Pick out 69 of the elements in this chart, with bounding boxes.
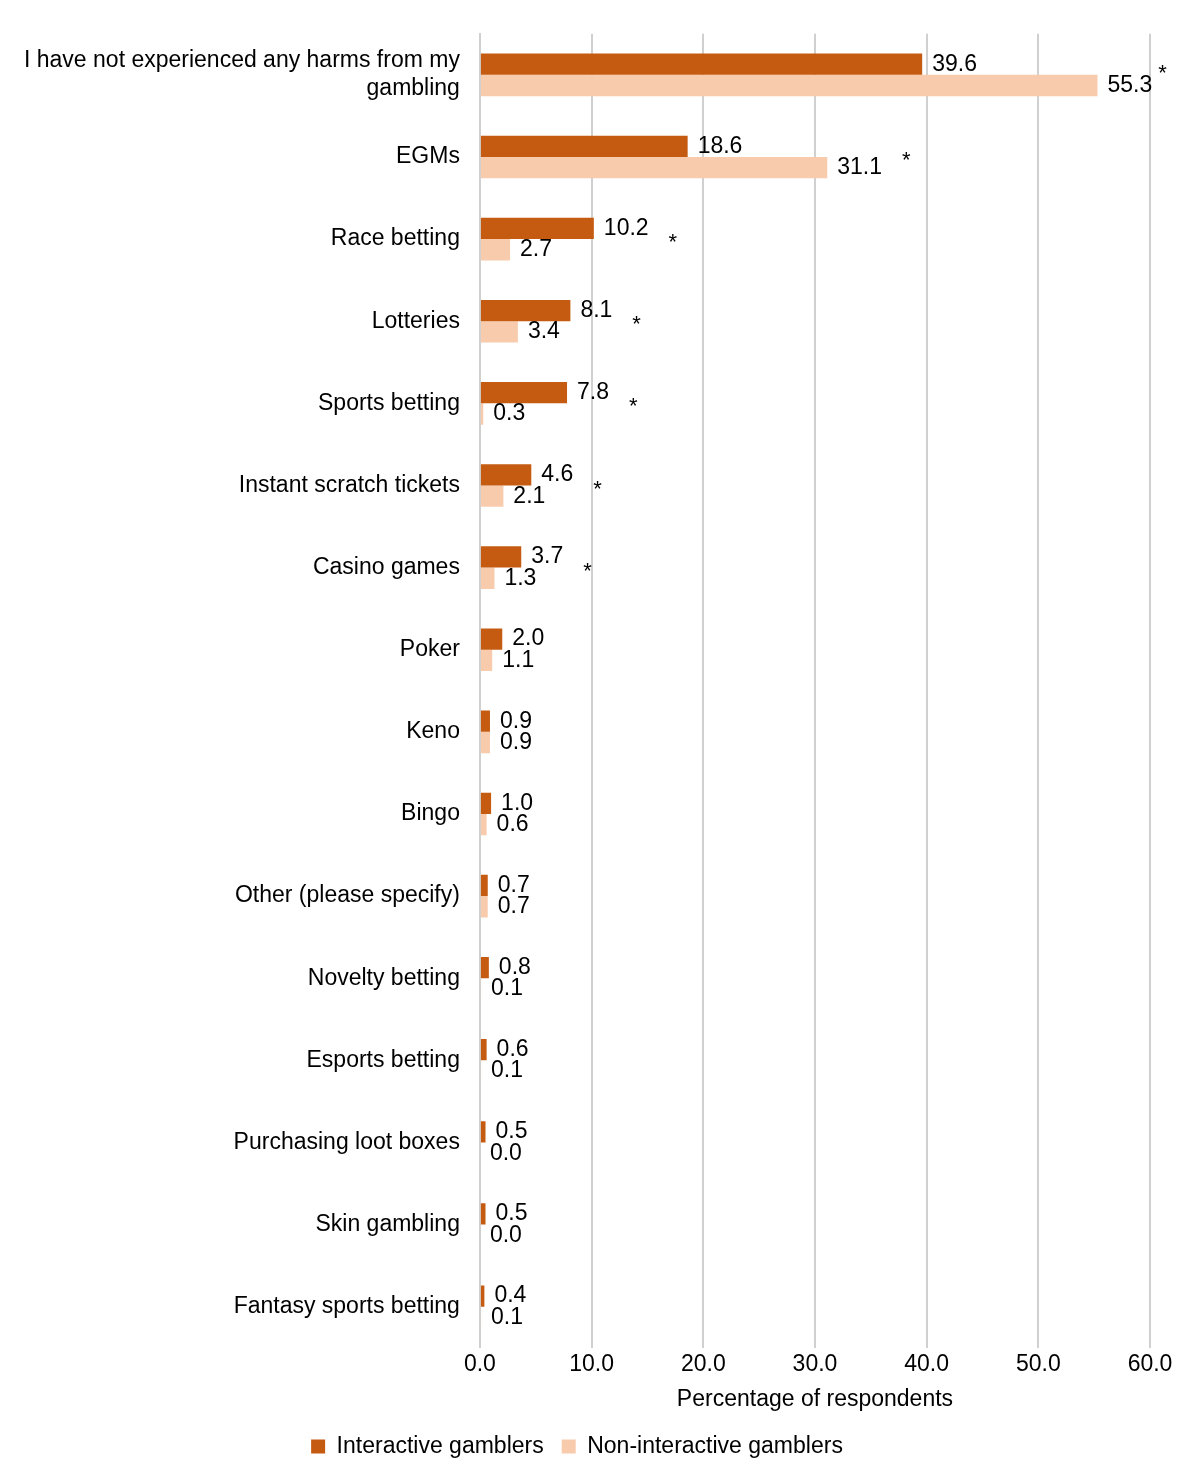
y-tick-label: Instant scratch tickets — [238, 470, 460, 497]
bar — [480, 567, 495, 589]
data-label: 8.1 — [580, 295, 613, 322]
x-tick-label: 0.0 — [463, 1349, 496, 1376]
y-tick-label: Purchasing loot boxes — [233, 1127, 460, 1154]
bar — [480, 813, 487, 836]
data-label: 39.6 — [932, 49, 977, 76]
y-tick-label: Fantasy sports betting — [233, 1292, 460, 1319]
annotation: * — [668, 229, 678, 255]
bar — [480, 896, 488, 918]
x-tick-label: 50.0 — [1015, 1349, 1061, 1376]
annotation: * — [902, 147, 912, 173]
x-tick-label: 60.0 — [1127, 1349, 1173, 1376]
bar — [480, 956, 489, 979]
bar — [480, 74, 1098, 97]
y-tick-label: Sports betting — [318, 388, 460, 415]
bar — [480, 135, 688, 157]
y-tick-label: Casino games — [312, 552, 460, 579]
bar — [480, 1039, 487, 1061]
bar — [480, 1121, 486, 1143]
legend-label: Interactive gamblers — [336, 1431, 544, 1458]
legend-label: Non-interactive gamblers — [587, 1431, 843, 1458]
y-tick-label: I have not experienced any harms from my gambling — [24, 46, 461, 101]
y-tick-label: Poker — [399, 635, 461, 662]
y-tick-label: Esports betting — [306, 1045, 460, 1072]
bar — [480, 464, 532, 486]
data-label: 10.2 — [603, 213, 649, 240]
text: * — [1158, 59, 1168, 85]
bar — [480, 628, 503, 650]
bar — [480, 731, 490, 754]
y-tick-label: Lotteries — [371, 306, 460, 333]
data-label: 18.6 — [697, 131, 743, 158]
y-tick-label: EGMs — [396, 142, 460, 169]
annotation: * — [593, 475, 603, 501]
y-tick-label: Novelty betting — [307, 963, 460, 990]
data-label: 31.1 — [837, 153, 883, 180]
bar — [480, 53, 923, 75]
bar — [480, 239, 511, 261]
bar — [480, 710, 490, 732]
x-axis-title: Percentage of respondents — [676, 1384, 954, 1411]
data-label: 0.1 — [491, 1056, 524, 1083]
bar — [480, 321, 518, 343]
bar — [480, 217, 594, 240]
data-label: 7.8 — [577, 378, 610, 405]
bar — [480, 485, 504, 507]
x-tick-label: 20.0 — [680, 1349, 726, 1376]
bar — [480, 382, 568, 404]
data-label: 3.4 — [527, 317, 561, 344]
x-tick-label: 10.0 — [569, 1349, 614, 1376]
x-tick-label: 40.0 — [904, 1349, 950, 1376]
annotation: * — [629, 393, 639, 419]
y-tick-label: Race betting — [330, 224, 460, 251]
y-tick-label: Keno — [406, 717, 460, 744]
data-label: 2.7 — [520, 235, 553, 262]
data-label: 0.3 — [493, 399, 526, 426]
y-tick-label: Skin gambling — [315, 1209, 460, 1236]
y-tick-label: Other (please specify) — [234, 881, 460, 908]
bar — [480, 299, 571, 322]
bar — [480, 874, 488, 897]
annotation: * — [632, 311, 642, 337]
bar — [480, 156, 828, 179]
bar — [480, 1203, 486, 1225]
y-tick-label: Bingo — [401, 799, 460, 826]
data-label: 55.3 — [1107, 70, 1153, 97]
bar — [480, 649, 493, 672]
annotation: * — [583, 557, 593, 583]
bar — [480, 792, 492, 814]
x-tick-label: 30.0 — [792, 1349, 838, 1376]
bar — [480, 546, 522, 568]
